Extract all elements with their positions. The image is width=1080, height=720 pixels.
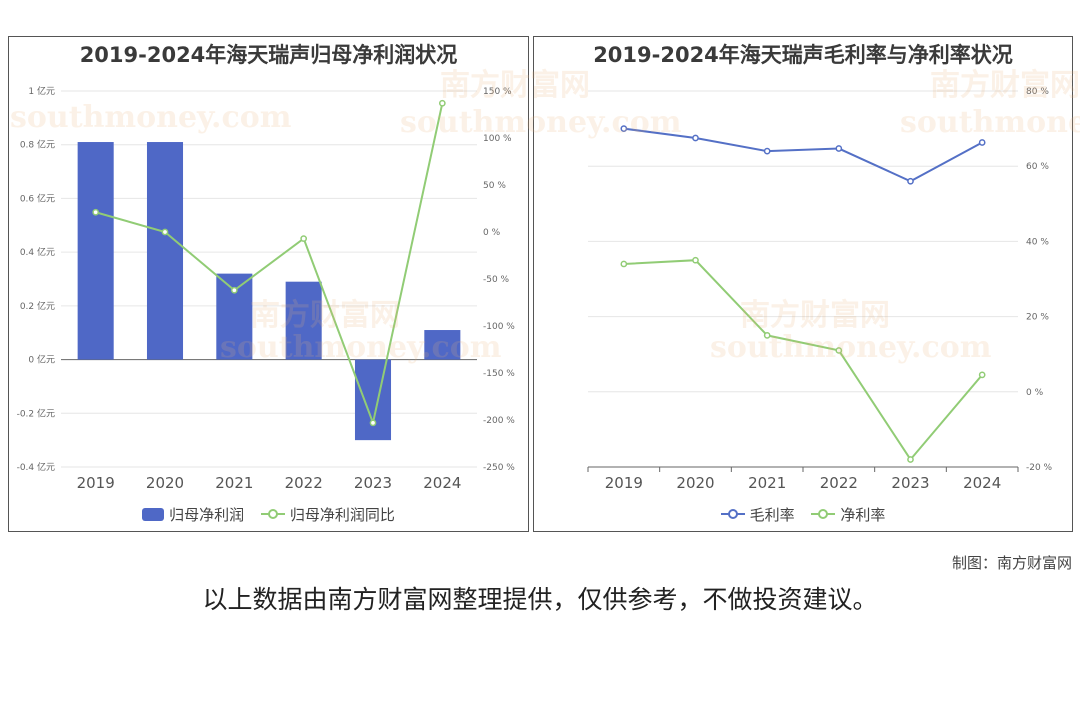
net-margin-point: [835, 347, 843, 354]
x-tick-label: 2019: [605, 474, 643, 492]
line-swatch-icon: [260, 509, 285, 519]
gross-margin-point: [763, 147, 771, 155]
gross-margin-point: [835, 145, 843, 152]
x-tick-label: 2023: [891, 474, 929, 492]
left-tick-label: 0.4 亿元: [20, 246, 55, 258]
net-profit-yoy-line: [95, 103, 444, 427]
x-tick-label: 2022: [285, 474, 323, 492]
x-tick-label: 2020: [676, 474, 714, 492]
x-tick-label: 2024: [423, 474, 461, 492]
net-profit-yoy-point: [161, 228, 169, 236]
right-tick-label: 40 %: [1026, 237, 1049, 247]
x-tick-label: 2021: [748, 474, 786, 492]
right-tick-label: 20 %: [1026, 313, 1049, 323]
right-tick-label: 150 %: [483, 87, 512, 97]
left-tick-label: 0.8 亿元: [20, 139, 55, 151]
net-margin-line: [623, 259, 983, 462]
net-profit-bar: [285, 281, 322, 360]
net-margin-point: [978, 371, 986, 379]
legend-label-gross-margin: 毛利率: [749, 505, 795, 524]
left-tick-label: -0.2 亿元: [17, 407, 55, 419]
net-profit-bar: [146, 142, 184, 360]
x-tick-label: 2024: [963, 474, 1001, 492]
margin-chart-panel: 2019-2024年海天瑞声毛利率与净利率状况 -20 % 0 % 20 % 40 %…: [533, 36, 1073, 532]
gross-margin-point: [978, 139, 986, 146]
left-tick-label: 0.6 亿元: [20, 192, 55, 204]
net-profit-yoy-point: [438, 99, 446, 107]
right-tick-label: -250 %: [483, 463, 515, 473]
bar-swatch-icon: [142, 508, 165, 521]
x-tick-label: 2022: [820, 474, 858, 492]
net-margin-point: [620, 260, 628, 268]
x-tick-label: 2019: [77, 474, 115, 492]
net-margin-point: [907, 456, 914, 463]
legend-label-net-margin: 净利率: [840, 505, 886, 524]
legend-item-gross-margin[interactable]: 毛利率: [720, 504, 795, 525]
net-profit-chart: -0.4 亿元 -0.2 亿元 0 亿元 0.2 亿元 0.4 亿元 0.6 亿元 0.8 …: [17, 85, 516, 492]
legend-label-net-profit: 归母净利润: [169, 506, 245, 524]
net-profit-legend: 归母净利润 归母净利润同比: [9, 504, 528, 526]
chart-credit: 制图：南方财富网: [951, 554, 1072, 572]
net-margin-point: [692, 256, 699, 264]
legend-item-net-profit-yoy[interactable]: 归母净利润同比: [260, 504, 395, 525]
net-profit-bar: [424, 330, 461, 360]
right-tick-label: -150 %: [483, 369, 515, 379]
net-profit-yoy-point: [300, 235, 308, 242]
right-tick-label: 60 %: [1026, 162, 1049, 172]
legend-item-net-margin[interactable]: 净利率: [811, 504, 885, 525]
footer-disclaimer: 以上数据由南方财富网整理提供，仅供参考，不做投资建议。: [202, 585, 878, 614]
x-tick-label: 2021: [215, 474, 253, 492]
net-profit-yoy-point: [369, 419, 377, 427]
right-tick-label: -200 %: [483, 416, 515, 426]
legend-label-net-profit-yoy: 归母净利润同比: [289, 505, 395, 524]
right-tick-label: 80 %: [1026, 87, 1049, 97]
right-tick-label: 100 %: [483, 134, 512, 144]
margin-legend: 毛利率 净利率: [534, 504, 1072, 526]
gross-margin-point: [692, 134, 699, 142]
net-profit-yoy-point: [230, 286, 238, 294]
right-tick-label: 0 %: [483, 228, 501, 238]
net-profit-bar: [77, 142, 114, 360]
legend-item-net-profit[interactable]: 归母净利润: [142, 504, 244, 525]
left-tick-label: 0.2 亿元: [20, 300, 55, 312]
net-profit-yoy-point: [92, 208, 100, 216]
left-tick-label: -0.4 亿元: [17, 461, 55, 473]
net-profit-chart-title: 2019-2024年海天瑞声归母净利润状况: [79, 43, 458, 67]
left-tick-label: 1 亿元: [28, 85, 55, 97]
right-tick-label: -20 %: [1026, 463, 1053, 473]
net-profit-chart-panel: 2019-2024年海天瑞声归母净利润状况 -0.4 亿元 -0.2 亿元 0 亿元…: [8, 36, 529, 532]
line-swatch-icon: [811, 509, 836, 519]
right-tick-label: -100 %: [483, 322, 515, 332]
right-tick-label: -50 %: [483, 275, 510, 285]
right-tick-label: 0 %: [1026, 388, 1044, 398]
x-tick-label: 2020: [146, 474, 184, 492]
net-profit-bar: [216, 273, 253, 360]
net-margin-point: [763, 332, 771, 339]
left-tick-label: 0 亿元: [28, 354, 55, 366]
line-swatch-icon: [720, 509, 745, 519]
margin-chart: -20 % 0 % 20 % 40 % 60 % 80 % 2019 2020 2021 2022…: [587, 87, 1053, 492]
gross-margin-point: [620, 125, 628, 132]
x-tick-label: 2023: [354, 474, 392, 492]
gross-margin-point: [907, 177, 914, 185]
right-tick-label: 50 %: [483, 181, 506, 191]
net-profit-bar: [354, 359, 392, 441]
gross-margin-line: [623, 127, 983, 183]
margin-chart-title: 2019-2024年海天瑞声毛利率与净利率状况: [593, 43, 1013, 67]
